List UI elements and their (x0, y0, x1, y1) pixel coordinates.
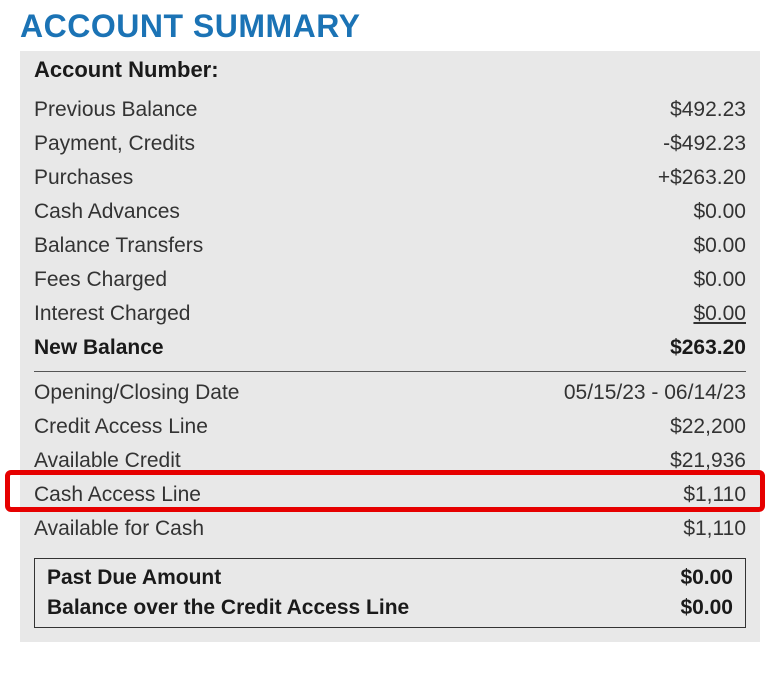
row-value: +$263.20 (658, 166, 746, 190)
row-label: Available Credit (34, 449, 181, 473)
row-label: Fees Charged (34, 268, 167, 292)
row-available-for-cash: Available for Cash $1,110 (34, 512, 746, 546)
row-value: $22,200 (670, 415, 746, 439)
row-label: Balance over the Credit Access Line (47, 596, 409, 620)
row-value: $1,110 (683, 483, 746, 507)
row-fees-charged: Fees Charged $0.00 (34, 263, 746, 297)
row-previous-balance: Previous Balance $492.23 (34, 93, 746, 127)
row-label: Credit Access Line (34, 415, 208, 439)
row-value: $492.23 (670, 98, 746, 122)
row-new-balance: New Balance $263.20 (34, 331, 746, 365)
row-value: $0.00 (693, 234, 746, 258)
row-interest-charged: Interest Charged $0.00 (34, 297, 746, 331)
divider (34, 371, 746, 372)
past-due-box: Past Due Amount $0.00 Balance over the C… (34, 558, 746, 628)
row-value: $0.00 (693, 302, 746, 326)
row-credit-access-line: Credit Access Line $22,200 (34, 410, 746, 444)
row-label: Balance Transfers (34, 234, 203, 258)
row-balance-over-credit-line: Balance over the Credit Access Line $0.0… (47, 593, 733, 623)
account-summary-wrap: ACCOUNT SUMMARY Account Number: Previous… (0, 0, 780, 662)
row-label: New Balance (34, 336, 164, 360)
row-past-due-amount: Past Due Amount $0.00 (47, 563, 733, 593)
row-purchases: Purchases +$263.20 (34, 161, 746, 195)
row-label: Cash Advances (34, 200, 180, 224)
row-value: $0.00 (680, 566, 733, 590)
row-cash-access-line: Cash Access Line $1,110 (34, 478, 746, 512)
row-value: $0.00 (693, 268, 746, 292)
row-balance-transfers: Balance Transfers $0.00 (34, 229, 746, 263)
row-payment-credits: Payment, Credits -$492.23 (34, 127, 746, 161)
summary-rows-top: Previous Balance $492.23 Payment, Credit… (34, 93, 746, 369)
account-number-label: Account Number: (34, 57, 746, 83)
row-value: $0.00 (693, 200, 746, 224)
row-value: -$492.23 (663, 132, 746, 156)
row-label: Payment, Credits (34, 132, 195, 156)
row-label: Cash Access Line (34, 483, 201, 507)
row-available-credit: Available Credit $21,936 (34, 444, 746, 478)
row-value: 05/15/23 - 06/14/23 (564, 381, 746, 405)
summary-panel: Account Number: Previous Balance $492.23… (20, 51, 760, 642)
row-value: $0.00 (680, 596, 733, 620)
row-opening-closing-date: Opening/Closing Date 05/15/23 - 06/14/23 (34, 376, 746, 410)
row-value: $21,936 (670, 449, 746, 473)
page-title: ACCOUNT SUMMARY (20, 8, 760, 45)
row-cash-advances: Cash Advances $0.00 (34, 195, 746, 229)
row-label: Past Due Amount (47, 566, 221, 590)
row-label: Previous Balance (34, 98, 197, 122)
row-label: Available for Cash (34, 517, 204, 541)
row-value: $1,110 (683, 517, 746, 541)
row-label: Purchases (34, 166, 133, 190)
row-label: Interest Charged (34, 302, 190, 326)
row-value: $263.20 (670, 336, 746, 360)
summary-rows-bottom: Opening/Closing Date 05/15/23 - 06/14/23… (34, 376, 746, 550)
row-label: Opening/Closing Date (34, 381, 239, 405)
